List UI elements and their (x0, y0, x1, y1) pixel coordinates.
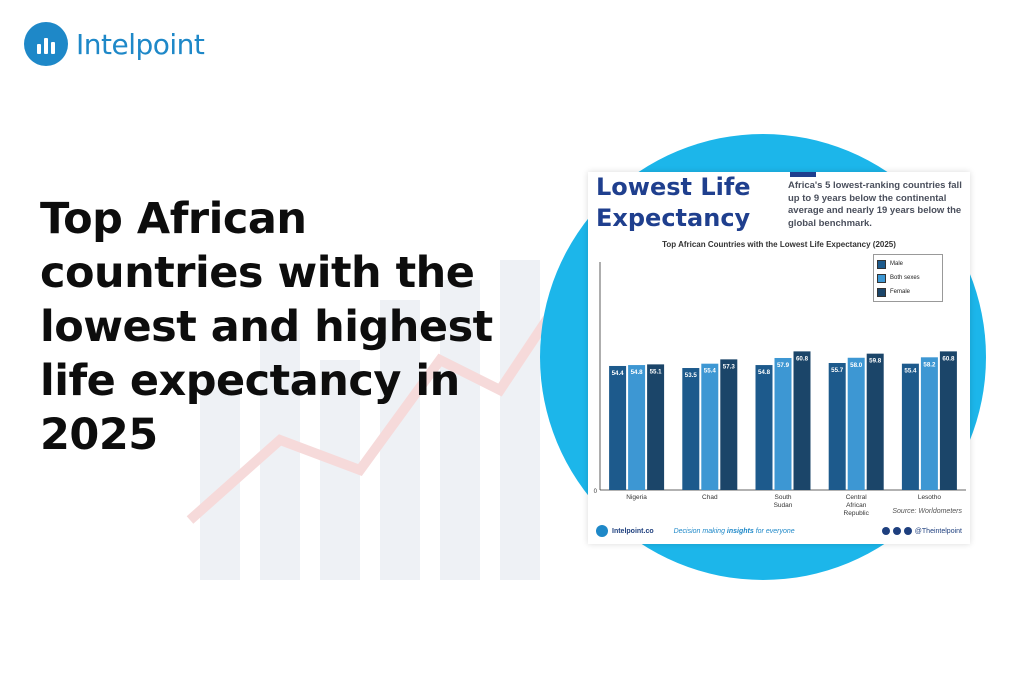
bar (609, 365, 627, 490)
bar-chart: 0 54.4 54.8 55.1 Nigeria 53.5 55.4 57.3 Chad 54.8… (594, 262, 966, 517)
bar (682, 368, 700, 490)
legend-item-female: Female (877, 285, 939, 299)
intelpoint-logo-icon (596, 525, 608, 537)
bar-value-label: 55.4 (904, 368, 917, 375)
social-handle[interactable]: @Theintelpoint (914, 527, 962, 535)
tagline-bold: insights (726, 527, 754, 535)
footer-tagline: Decision making insights for everyone (674, 528, 795, 535)
legend-label: Female (890, 289, 911, 295)
bar-value-label: 60.8 (796, 355, 809, 362)
legend-item-male: Male (877, 257, 939, 271)
x-icon[interactable] (881, 527, 890, 535)
bar-value-label: 55.4 (704, 368, 717, 375)
brand-logo[interactable]: Intelpoint (24, 22, 205, 66)
bar-value-label: 54.8 (758, 369, 771, 376)
bar (828, 363, 846, 490)
legend-item-both-sexes: Both sexes (877, 271, 939, 285)
bar-value-label: 55.7 (831, 367, 844, 374)
bar-value-label: 58.2 (923, 361, 936, 368)
infographic-card: Lowest Life Expectancy Africa's 5 lowest… (588, 172, 970, 544)
bar-value-label: 60.8 (942, 355, 955, 362)
bar (847, 357, 865, 490)
bar (901, 363, 919, 490)
x-tick-label: Central (846, 494, 868, 501)
bar (866, 353, 884, 490)
tagline-post: for everyone (753, 527, 795, 535)
bar (774, 357, 792, 490)
x-tick-label: South (775, 494, 792, 501)
legend-label: Both sexes (890, 275, 920, 281)
title-accent-bar (790, 172, 816, 177)
card-title: Lowest Life Expectancy (596, 173, 751, 232)
y-tick-label: 0 (594, 489, 598, 495)
legend-swatch-male (877, 259, 886, 269)
bar-value-label: 58.0 (850, 362, 863, 369)
x-tick-label: Republic (844, 510, 870, 517)
x-tick-label: Sudan (774, 502, 793, 509)
bar-value-label: 59.8 (869, 358, 882, 365)
chart-legend: Male Both sexes Female (873, 254, 943, 302)
source-note: Source: Worldometers (892, 508, 962, 515)
bar-value-label: 54.4 (612, 370, 625, 377)
social-links: @Theintelpoint (881, 527, 962, 535)
bar (755, 365, 773, 490)
bar (628, 365, 646, 490)
brand-name: Intelpoint (76, 27, 205, 61)
x-tick-label: Lesotho (918, 494, 942, 501)
instagram-icon[interactable] (892, 527, 901, 535)
bar (939, 351, 957, 490)
bar-value-label: 57.9 (777, 362, 790, 369)
chart-title: Top African Countries with the Lowest Li… (662, 240, 896, 249)
bar (793, 351, 811, 490)
footer-site[interactable]: Intelpoint.co (612, 527, 654, 535)
bar (920, 357, 938, 490)
x-tick-label: Nigeria (626, 494, 647, 501)
card-footer: Intelpoint.co Decision making insights f… (588, 520, 970, 542)
page-headline: Top African countries with the lowest an… (40, 194, 493, 460)
bar (701, 363, 719, 490)
card-subtitle: Africa's 5 lowest-ranking countries fall… (788, 180, 962, 229)
x-tick-label: African (846, 502, 867, 509)
bar-value-label: 54.8 (631, 369, 644, 376)
legend-swatch-both-sexes (877, 273, 886, 283)
facebook-icon[interactable] (903, 527, 912, 535)
tagline-pre: Decision making (673, 527, 727, 535)
bar-value-label: 55.1 (650, 368, 663, 375)
x-tick-label: Chad (702, 494, 718, 501)
legend-swatch-female (877, 287, 886, 297)
bar-value-label: 53.5 (685, 372, 698, 379)
bar-value-label: 57.3 (723, 363, 736, 370)
bar (647, 364, 665, 490)
bar (720, 359, 738, 490)
bar-chart-icon (24, 22, 68, 66)
legend-label: Male (890, 261, 904, 267)
